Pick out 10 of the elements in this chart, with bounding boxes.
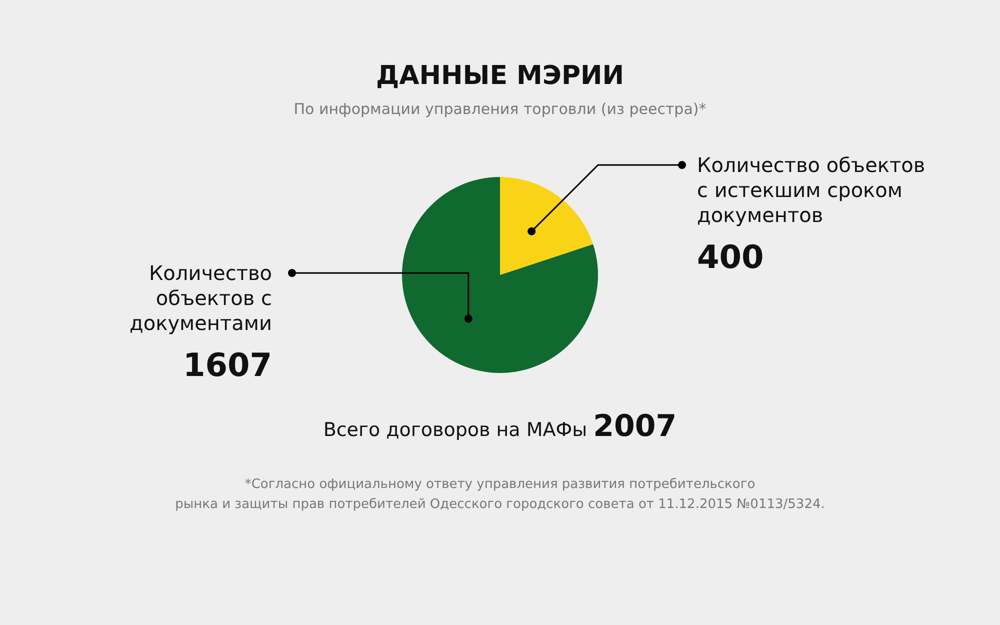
text: Всего договоров на МАФы 2007	[323, 409, 677, 444]
slice-label: Количество объектов с истекшим сроком документов	[697, 153, 926, 227]
data-label: 400	[697, 238, 764, 276]
chart-title: ДАННЫЕ МЭРИИ	[376, 61, 624, 91]
slice-label: Количество объектов с документами	[130, 261, 272, 335]
pie-slice	[402, 177, 598, 373]
pie-slice	[500, 177, 594, 275]
text: *Согласно официальному ответу управления развития потребительского рынка и защиты прав потребителей Одесского городского совета от 11.12.2015 №0113/5324.	[175, 477, 825, 512]
chart-subtitle: По информации управления торговли (из реестра)*	[294, 100, 707, 118]
data-label: 1607	[182, 346, 272, 384]
